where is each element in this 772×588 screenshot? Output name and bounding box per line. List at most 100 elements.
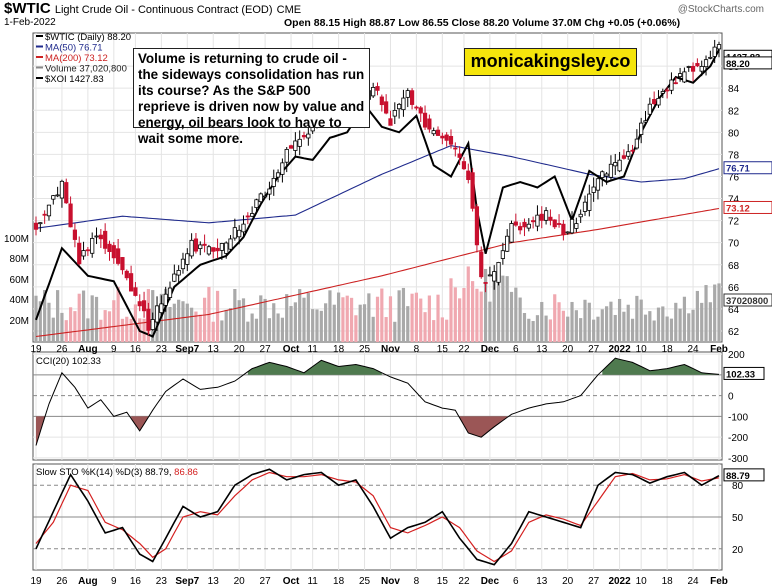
- volume-bar: [665, 316, 669, 342]
- candle-down: [444, 134, 449, 141]
- volume-bar: [708, 302, 712, 342]
- volume-bar: [125, 316, 129, 342]
- volume-bar: [453, 287, 457, 342]
- candle-down: [133, 287, 138, 296]
- volume-bar: [263, 298, 267, 342]
- price-tick-label: 78: [728, 150, 740, 161]
- candle-down: [379, 96, 384, 106]
- volume-bar: [669, 318, 674, 342]
- volume-bar: [285, 294, 289, 342]
- annotation-box: Volume is returning to crude oil - the s…: [133, 48, 370, 146]
- legend-sto-d: 86.86: [174, 467, 198, 478]
- volume-bar: [691, 309, 695, 342]
- candle-up: [254, 199, 259, 208]
- x-tick-label: 27: [260, 344, 272, 355]
- volume-bar: [190, 307, 194, 342]
- volume-bar: [293, 302, 297, 342]
- candle-up: [293, 140, 298, 151]
- volume-bar: [99, 319, 103, 342]
- volume-bar: [574, 310, 578, 342]
- candle-up: [232, 227, 237, 239]
- x-tick-label-bottom: 2022: [608, 576, 631, 587]
- candle-down: [630, 149, 635, 152]
- x-tick-label-bottom: 9: [111, 576, 117, 587]
- price-tick-label: 80: [728, 128, 740, 139]
- price-tick-label: 72: [728, 217, 740, 228]
- candle-down: [375, 86, 380, 91]
- volume-bar: [505, 276, 509, 342]
- x-tick-label: 20: [562, 344, 574, 355]
- volume-bar: [397, 290, 401, 342]
- candle-down: [141, 300, 147, 312]
- candle-down: [129, 273, 134, 292]
- candle-up: [712, 46, 717, 57]
- x-tick-label-bottom: Feb: [710, 576, 728, 587]
- volume-bar: [656, 307, 661, 342]
- volume-bar: [475, 288, 479, 342]
- volume-bar: [228, 308, 233, 342]
- candle-up: [699, 66, 704, 72]
- candle-down: [42, 213, 47, 216]
- x-tick-label-bottom: 18: [662, 576, 674, 587]
- candle-up: [487, 274, 492, 277]
- candle-up: [241, 223, 246, 233]
- x-tick-label-bottom: 11: [307, 576, 318, 587]
- candle-up: [167, 287, 173, 298]
- volume-bar: [215, 290, 220, 342]
- legend-volume: Volume 37,020,800: [45, 64, 127, 75]
- candle-up: [587, 193, 592, 211]
- volume-bar: [345, 295, 349, 342]
- volume-bar: [509, 291, 514, 342]
- x-tick-label: 13: [208, 344, 220, 355]
- candle-up: [600, 171, 605, 178]
- sto-value-tag-box: [723, 468, 765, 482]
- price-tick-label: 70: [728, 239, 740, 250]
- candle-down: [116, 248, 121, 264]
- candle-down: [513, 221, 518, 226]
- candle-up: [574, 223, 579, 229]
- x-tick-label-bottom: 27: [588, 576, 600, 587]
- candle-down: [427, 118, 432, 130]
- volume-bar: [566, 316, 570, 342]
- volume-bar: [687, 313, 691, 342]
- candle-up: [228, 238, 233, 250]
- candle-up: [626, 151, 631, 157]
- volume-bar: [531, 321, 535, 342]
- candle-up: [55, 194, 60, 197]
- value-tag-box: [723, 293, 772, 307]
- volume-bar: [492, 275, 496, 342]
- volume-bar: [496, 282, 501, 342]
- volume-bar: [358, 304, 362, 342]
- value-tag: 37020800: [726, 296, 768, 307]
- value-tag: 88.20: [726, 59, 750, 70]
- volume-bar: [319, 310, 323, 342]
- price-tick-label: 84: [728, 84, 740, 95]
- candle-up: [708, 56, 713, 59]
- x-tick-label: 6: [513, 344, 519, 355]
- candle-up: [163, 293, 168, 306]
- volume-bar: [172, 303, 176, 342]
- x-tick-label-bottom: 20: [234, 576, 246, 587]
- candle-up: [90, 237, 95, 254]
- volume-bar: [419, 298, 423, 342]
- cci-tick-label: -300: [728, 454, 748, 465]
- x-tick-label: 23: [156, 344, 168, 355]
- candle-down: [483, 282, 488, 284]
- volume-bar: [194, 311, 198, 342]
- candle-up: [224, 242, 229, 254]
- candle-up: [656, 97, 661, 106]
- volume-bar: [622, 311, 626, 342]
- candle-down: [245, 215, 250, 218]
- ma50-line: [35, 145, 720, 229]
- volume-bar: [579, 318, 583, 342]
- candle-up: [172, 273, 177, 282]
- volume-bar: [652, 320, 656, 342]
- candle-up: [59, 180, 65, 199]
- volume-bar: [458, 298, 462, 342]
- legend-sto: Slow STO %K(14) %D(3) 88.79, 86.86: [36, 467, 198, 478]
- price-tick-label: 74: [728, 195, 740, 206]
- volume-bar: [224, 309, 228, 342]
- volume-bar: [682, 296, 687, 342]
- volume-bar: [367, 293, 371, 342]
- x-tick-label: 10: [636, 344, 648, 355]
